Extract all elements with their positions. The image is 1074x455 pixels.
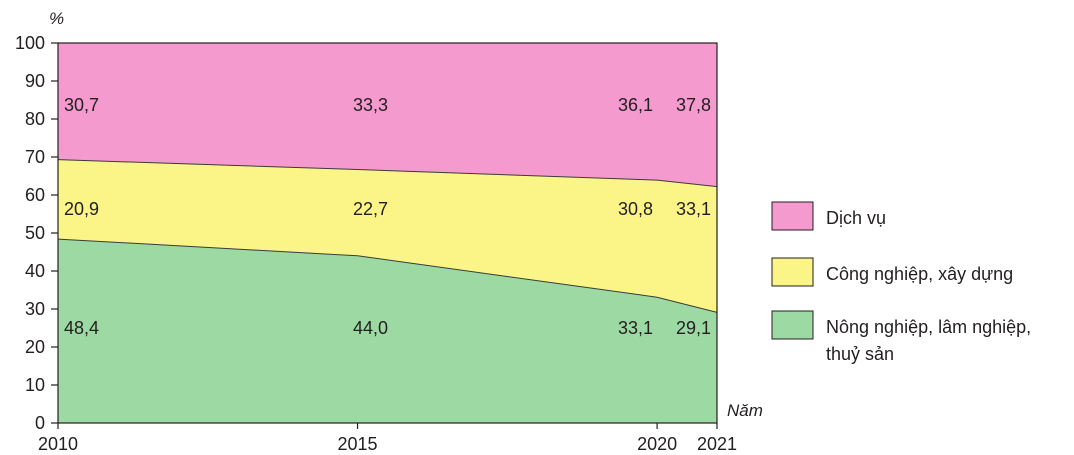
y-tick-label: 50 xyxy=(25,223,45,243)
area-layers xyxy=(58,43,717,423)
y-tick-label: 80 xyxy=(25,109,45,129)
data-labels: 48,4 44,0 33,1 29,1 20,9 22,7 30,8 33,1 30,7 33,3… xyxy=(64,95,711,338)
y-axis: 0 10 20 30 40 50 60 70 80 90 100 xyxy=(15,33,58,433)
series-boundaries xyxy=(57,159,718,313)
y-tick-label: 10 xyxy=(25,375,45,395)
legend-item: Dịch vụ xyxy=(771,201,886,231)
legend-item: Công nghiệp, xây dựng xyxy=(771,257,1013,287)
data-label: 33,1 xyxy=(618,318,653,338)
y-tick-label: 90 xyxy=(25,71,45,91)
data-label: 30,8 xyxy=(618,199,653,219)
data-label: 48,4 xyxy=(64,318,99,338)
y-tick-label: 20 xyxy=(25,337,45,357)
x-tick-label: 2015 xyxy=(338,434,378,454)
x-tick-label: 2021 xyxy=(697,434,737,454)
data-label: 36,1 xyxy=(618,95,653,115)
data-label: 22,7 xyxy=(353,199,388,219)
x-axis: 2010 2015 2020 2021 xyxy=(38,423,737,454)
y-tick-label: 0 xyxy=(35,413,45,433)
boundary-line-2 xyxy=(57,159,718,188)
legend: Dịch vụ Công nghiệp, xây dựng Nông nghiệp,… xyxy=(771,201,1031,364)
y-tick-label: 40 xyxy=(25,261,45,281)
legend-label: thuỷ sản xyxy=(826,344,894,364)
legend-label: Dịch vụ xyxy=(826,208,886,228)
y-tick-label: 60 xyxy=(25,185,45,205)
x-tick-label: 2010 xyxy=(38,434,78,454)
data-label: 20,9 xyxy=(64,199,99,219)
area-series-1 xyxy=(58,239,717,423)
area-series-2 xyxy=(58,159,717,313)
legend-swatch xyxy=(771,257,814,287)
legend-swatch xyxy=(771,310,814,340)
x-unit-label: Năm xyxy=(727,401,763,420)
data-label: 33,1 xyxy=(676,199,711,219)
data-label: 29,1 xyxy=(676,318,711,338)
legend-label: Nông nghiệp, lâm nghiệp, xyxy=(826,317,1031,337)
legend-swatch xyxy=(771,201,814,231)
y-tick-label: 100 xyxy=(15,33,45,53)
y-tick-label: 30 xyxy=(25,299,45,319)
x-tick-label: 2020 xyxy=(637,434,677,454)
boundary-line-1 xyxy=(57,238,718,313)
area-series-3 xyxy=(58,43,717,187)
y-tick-label: 70 xyxy=(25,147,45,167)
data-label: 30,7 xyxy=(64,95,99,115)
data-label: 44,0 xyxy=(353,318,388,338)
y-unit-label: % xyxy=(49,9,64,28)
legend-label: Công nghiệp, xây dựng xyxy=(826,264,1013,284)
data-label: 37,8 xyxy=(676,95,711,115)
legend-item: Nông nghiệp, lâm nghiệp, thuỷ sản xyxy=(771,310,1031,364)
data-label: 33,3 xyxy=(353,95,388,115)
